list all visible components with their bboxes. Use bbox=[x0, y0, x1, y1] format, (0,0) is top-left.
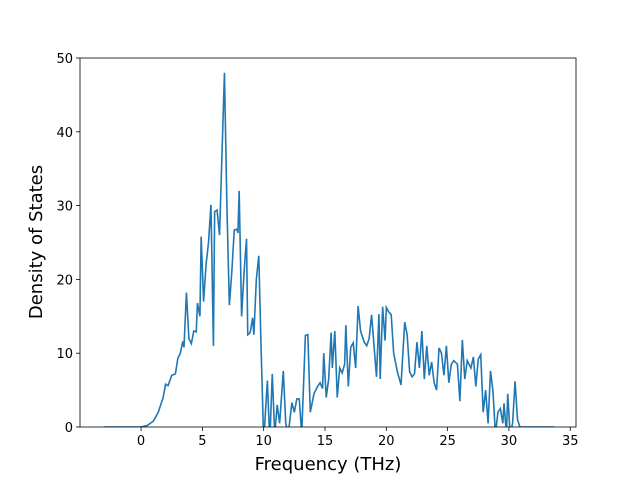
x-tick-label: 35 bbox=[562, 434, 579, 449]
y-tick-label: 50 bbox=[56, 52, 73, 67]
plot-frame bbox=[79, 57, 577, 428]
y-axis-label: Density of States bbox=[26, 165, 47, 319]
x-tick-label: 5 bbox=[198, 434, 206, 449]
y-tick-label: 10 bbox=[56, 347, 73, 362]
x-tick-label: 20 bbox=[378, 434, 395, 449]
x-tick-label: 10 bbox=[255, 434, 272, 449]
y-tick-label: 40 bbox=[56, 126, 73, 141]
x-tick-label: 30 bbox=[501, 434, 518, 449]
x-tick-label: 0 bbox=[137, 434, 145, 449]
y-tick-label: 20 bbox=[56, 273, 73, 288]
x-axis-label: Frequency (THz) bbox=[255, 454, 402, 475]
x-tick-label: 25 bbox=[439, 434, 456, 449]
x-tick-label: 15 bbox=[317, 434, 334, 449]
y-tick-label: 0 bbox=[65, 421, 73, 436]
y-tick-label: 30 bbox=[56, 200, 73, 215]
data-line bbox=[104, 72, 555, 427]
